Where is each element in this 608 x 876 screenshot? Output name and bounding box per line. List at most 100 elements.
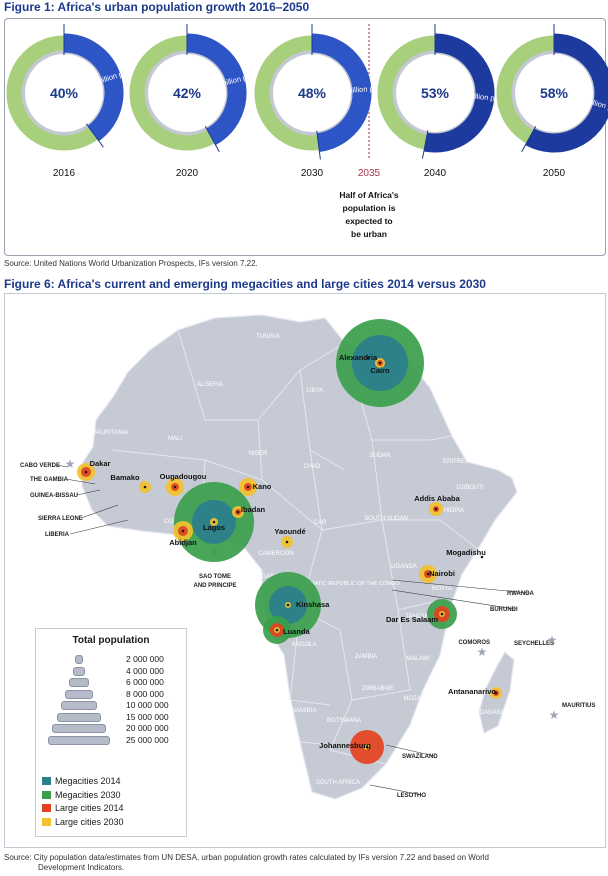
svg-text:LIBERIA: LIBERIA xyxy=(45,532,70,538)
marker-year: 2035 xyxy=(358,168,381,179)
figure1-panel xyxy=(4,18,606,256)
city-dot xyxy=(212,520,216,524)
city-lagos: Lagos xyxy=(174,482,254,562)
country-label: SUDAN xyxy=(369,453,390,459)
legend-size-label: 25 000 000 xyxy=(126,734,169,745)
island-star-icon: ★ xyxy=(549,708,560,722)
country-border xyxy=(397,609,411,691)
svg-text:GUINEA-BISSAU: GUINEA-BISSAU xyxy=(30,493,78,499)
legend-size-label: 4 000 000 xyxy=(126,665,164,676)
city-dot xyxy=(426,572,430,576)
callout-label: LIBERIA xyxy=(45,519,129,538)
legend-swatch xyxy=(42,777,51,785)
donut-percent: 48% xyxy=(298,85,327,101)
legend-size-row: 8 000 000 xyxy=(36,689,186,699)
legend-size-bar xyxy=(69,678,89,687)
country-label: ZAMBIA xyxy=(355,654,377,660)
donut-year: 2050 xyxy=(543,168,566,179)
legend-size-bar xyxy=(65,689,93,699)
callout-label: SWAZILAND xyxy=(385,744,438,760)
city-label: Addis Ababa xyxy=(414,494,460,503)
callout-label: COMOROS xyxy=(458,640,490,646)
city-dot xyxy=(365,745,369,749)
country-label: MOZAMBIQUE xyxy=(403,696,444,702)
country-border xyxy=(177,329,258,421)
donut-people-label: 791 million people xyxy=(331,83,392,96)
donut-year: 2016 xyxy=(53,168,76,179)
legend-swatch xyxy=(42,817,51,826)
city-label: Bamako xyxy=(110,473,140,482)
svg-text:BURUNDI: BURUNDI xyxy=(490,607,518,613)
city-dot xyxy=(434,507,438,511)
country-label: DJIBOUTI xyxy=(456,485,484,491)
svg-text:LESOTHO: LESOTHO xyxy=(397,793,426,799)
donut-end-line xyxy=(521,126,537,152)
figure1-source: Source: United Nations World Urbanizatio… xyxy=(4,259,258,268)
svg-text:SWAZILAND: SWAZILAND xyxy=(402,754,438,760)
country-border xyxy=(257,419,263,481)
country-label: MALAWI xyxy=(406,656,430,662)
city-label: Nairobi xyxy=(429,569,455,578)
country-label: MALI xyxy=(168,436,182,442)
legend-size-row: 2 000 000 xyxy=(36,654,186,664)
country-border xyxy=(289,609,331,706)
city-label: Kinshasa xyxy=(296,600,330,609)
country-label: MOROCCO xyxy=(96,368,128,374)
island-star-icon: ★ xyxy=(547,633,558,647)
country-label: TUNISIA xyxy=(256,334,280,340)
source-line-1: Source: City population data/estimates f… xyxy=(4,853,489,862)
country-border xyxy=(429,435,453,441)
city-label: Ibadan xyxy=(241,505,266,514)
donut-2030: 48% 791 million people 2030 xyxy=(254,24,392,179)
donut-hole xyxy=(396,54,474,132)
legend-size-label: 2 000 000 xyxy=(126,654,164,664)
svg-text:MAURITIUS: MAURITIUS xyxy=(562,703,595,709)
legend-swatch xyxy=(42,804,51,812)
legend-size-row: 20 000 000 xyxy=(36,723,186,733)
city-label: Lagos xyxy=(203,523,225,532)
country-label: ETHIOPIA xyxy=(436,508,464,514)
callout-label: GUINEA-BISSAU xyxy=(30,489,101,499)
country-label: CHAD xyxy=(303,464,321,470)
country-label: CAR xyxy=(314,520,327,526)
city-mogadishu: Mogadishu xyxy=(446,548,486,559)
callout-label: SAO TOME AND PRINCIPE xyxy=(193,574,236,589)
donut-2050: 58%1.4 billion people2050 xyxy=(496,24,608,179)
donut-end-line xyxy=(204,126,220,152)
city-addis-ababa: Addis Ababa xyxy=(414,494,461,516)
legend-size-row: 10 000 000 xyxy=(36,700,186,710)
city-label: Kano xyxy=(253,482,272,491)
city-dar-es-salaam: Dar Es Salaam xyxy=(386,599,457,629)
city-dot xyxy=(181,529,185,533)
legend-swatch xyxy=(42,790,51,799)
city-cairo: Cairo xyxy=(336,319,424,407)
marker-note-line: expected to xyxy=(345,216,392,226)
donut-percent: 40% xyxy=(50,85,79,101)
donut-percent: 42% xyxy=(173,85,202,101)
legend-size-label: 20 000 000 xyxy=(126,723,169,733)
legend-size-row: 6 000 000 xyxy=(36,677,186,687)
city-label: Luanda xyxy=(283,627,310,636)
city-kano: Kano xyxy=(239,478,272,496)
city-dot xyxy=(246,485,250,489)
city-label: Cairo xyxy=(370,366,390,375)
city-label: Yaoundé xyxy=(274,527,305,536)
legend-size-label: 10 000 000 xyxy=(126,700,169,710)
country-border xyxy=(261,479,323,531)
city-label: Ougadougou xyxy=(160,472,207,481)
country-label: ERITREA xyxy=(443,459,469,465)
callout-label: LESOTHO xyxy=(369,784,426,799)
city-dot xyxy=(366,356,370,360)
city-dot xyxy=(440,612,444,616)
legend-size-bar xyxy=(57,712,101,722)
svg-text:SEYCHELLES: SEYCHELLES xyxy=(514,641,554,647)
donut-urban-arc xyxy=(311,33,372,153)
legend-size-bar xyxy=(48,735,110,745)
city-label: Abidjan xyxy=(169,538,197,547)
svg-text:SAO TOME: SAO TOME xyxy=(199,574,231,580)
legend-size-row: 15 000 000 xyxy=(36,712,186,722)
callout-label: SEYCHELLES xyxy=(514,641,554,647)
country-label: ANGOLA xyxy=(291,642,316,648)
callout-label: CABO VERDE xyxy=(20,463,69,469)
